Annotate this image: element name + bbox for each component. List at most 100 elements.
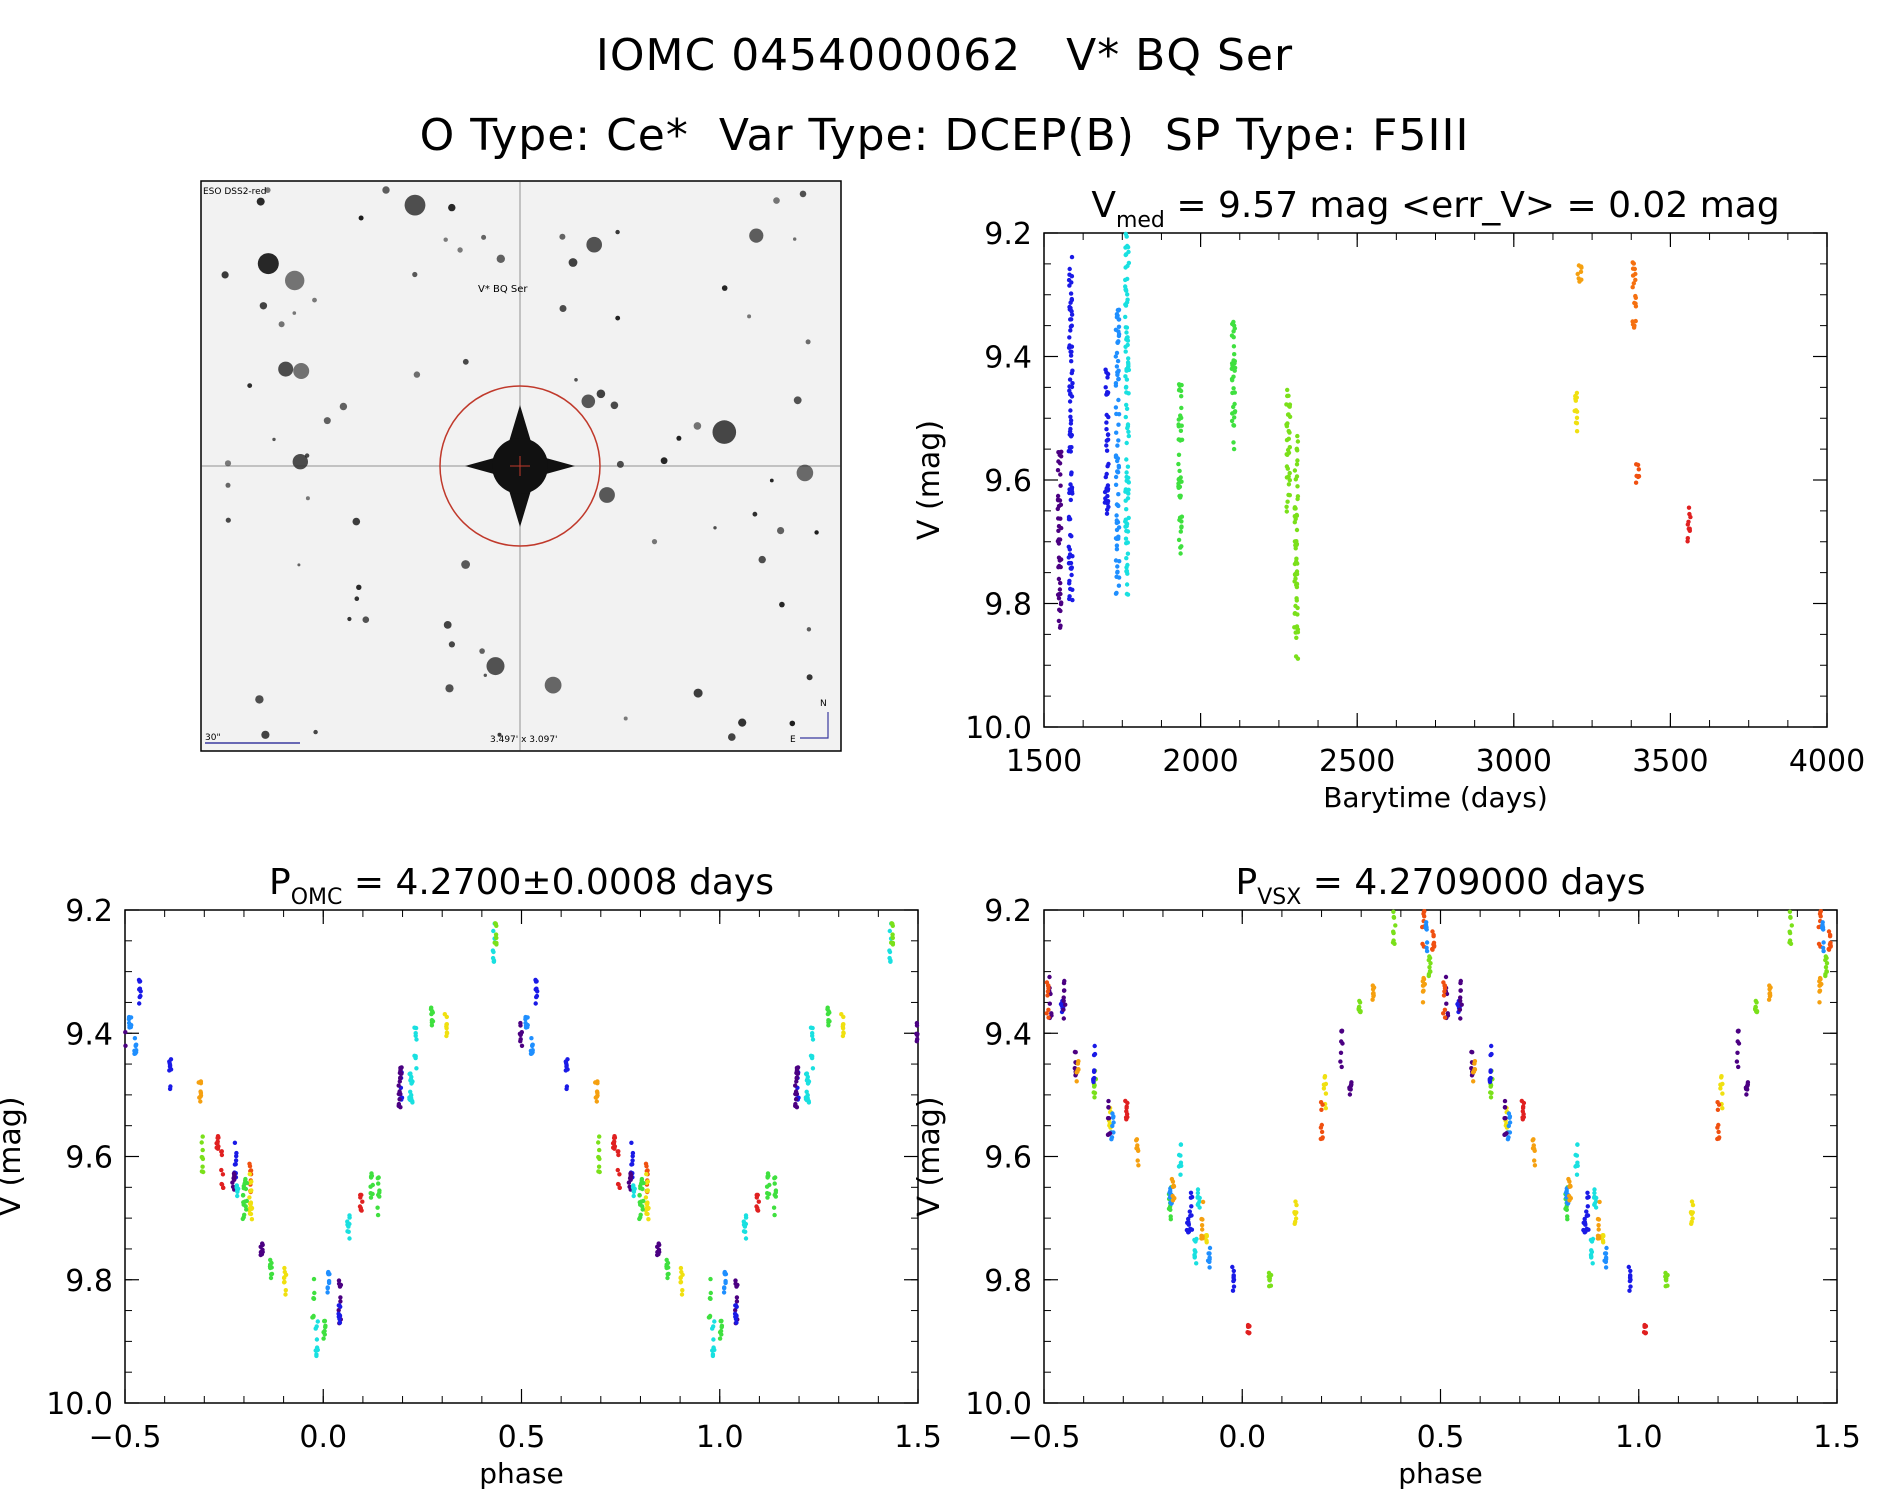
data-point [1124, 377, 1130, 382]
field-star [255, 695, 264, 704]
data-point [1231, 440, 1236, 445]
data-point [1124, 523, 1129, 529]
data-point [1177, 468, 1182, 474]
data-point [1177, 484, 1183, 489]
data-point [1124, 368, 1129, 373]
data-point [1573, 393, 1578, 399]
data-point [734, 1299, 740, 1304]
data-point [338, 1282, 344, 1288]
data-point [1636, 467, 1642, 472]
data-point [1058, 1001, 1064, 1007]
field-star [728, 733, 736, 741]
data-point [1573, 398, 1579, 403]
data-point [1458, 978, 1464, 984]
data-point [200, 1147, 205, 1153]
data-point [1292, 520, 1298, 525]
data-point [1592, 1195, 1597, 1200]
data-point [765, 1195, 770, 1200]
data-point [1720, 1106, 1725, 1111]
y-tick-label: 9.6 [984, 1141, 1032, 1176]
data-point [1520, 1115, 1525, 1120]
data-point [1507, 1130, 1513, 1135]
x-tick-label: 1500 [1006, 744, 1082, 779]
data-point [1232, 359, 1238, 364]
data-point [1062, 978, 1067, 984]
data-point [594, 1099, 599, 1104]
data-point [804, 1071, 810, 1076]
image-size-label: 3.497' x 3.097' [490, 735, 558, 745]
data-point [1055, 498, 1061, 503]
data-point [198, 1089, 203, 1094]
data-point [628, 1174, 634, 1180]
data-point [1286, 474, 1291, 479]
data-point [1358, 1009, 1363, 1014]
data-point [1125, 342, 1130, 348]
data-point [1292, 611, 1298, 616]
field-star [777, 527, 785, 535]
data-point [375, 1205, 380, 1210]
data-point [1123, 385, 1129, 390]
field-star [404, 194, 426, 216]
data-point [1200, 1236, 1205, 1241]
data-point [1187, 1209, 1193, 1214]
data-point [1066, 449, 1072, 454]
data-point [1204, 1240, 1209, 1245]
y-tick-label: 9.2 [65, 894, 113, 929]
data-point [1046, 1015, 1051, 1020]
data-point [616, 1152, 621, 1158]
data-point [889, 921, 894, 926]
data-point [679, 1269, 684, 1275]
data-point [1125, 551, 1131, 556]
data-point [1067, 283, 1072, 288]
data-point [1564, 1188, 1569, 1194]
data-point [1232, 365, 1238, 370]
data-point [1745, 1087, 1750, 1092]
data-point [615, 1149, 620, 1154]
data-point [1247, 1323, 1252, 1329]
data-point [1061, 1016, 1067, 1021]
data-point [1092, 1051, 1098, 1057]
data-point [1066, 345, 1072, 350]
data-point [1422, 914, 1427, 919]
data-point [1294, 1210, 1299, 1215]
data-point [1293, 1199, 1298, 1204]
data-point [234, 1153, 239, 1159]
data-point [1420, 941, 1425, 947]
data-point [1356, 1004, 1362, 1010]
data-point [198, 1099, 203, 1104]
data-point [773, 1194, 778, 1199]
data-point [1229, 418, 1235, 424]
data-point [1287, 402, 1293, 407]
data-point [518, 1039, 523, 1044]
data-point [627, 1184, 632, 1190]
data-point [1192, 1252, 1197, 1258]
data-point [1114, 518, 1120, 523]
data-point [282, 1275, 287, 1280]
data-point [1816, 941, 1822, 947]
data-point [1295, 448, 1300, 453]
data-point [1057, 625, 1063, 630]
data-point [123, 1043, 128, 1049]
data-point [230, 1184, 236, 1190]
data-point [412, 1025, 417, 1030]
data-point [597, 1147, 602, 1153]
data-point [336, 1308, 341, 1313]
data-point [1293, 506, 1298, 511]
data-point [1069, 394, 1075, 399]
field-star [806, 627, 812, 632]
data-point [1503, 1116, 1508, 1121]
data-point [1059, 454, 1064, 459]
data-point [615, 1167, 620, 1173]
data-point [1391, 929, 1396, 934]
field-star [806, 674, 813, 681]
data-point [1458, 988, 1463, 993]
data-point [1068, 408, 1073, 413]
data-point [1125, 276, 1130, 282]
data-point [810, 1066, 816, 1071]
data-point [1207, 1255, 1212, 1260]
data-point [396, 1101, 402, 1107]
data-point [1573, 1152, 1578, 1158]
plot-frame [124, 909, 919, 1404]
data-point [1057, 587, 1063, 592]
data-point [1230, 1288, 1236, 1293]
